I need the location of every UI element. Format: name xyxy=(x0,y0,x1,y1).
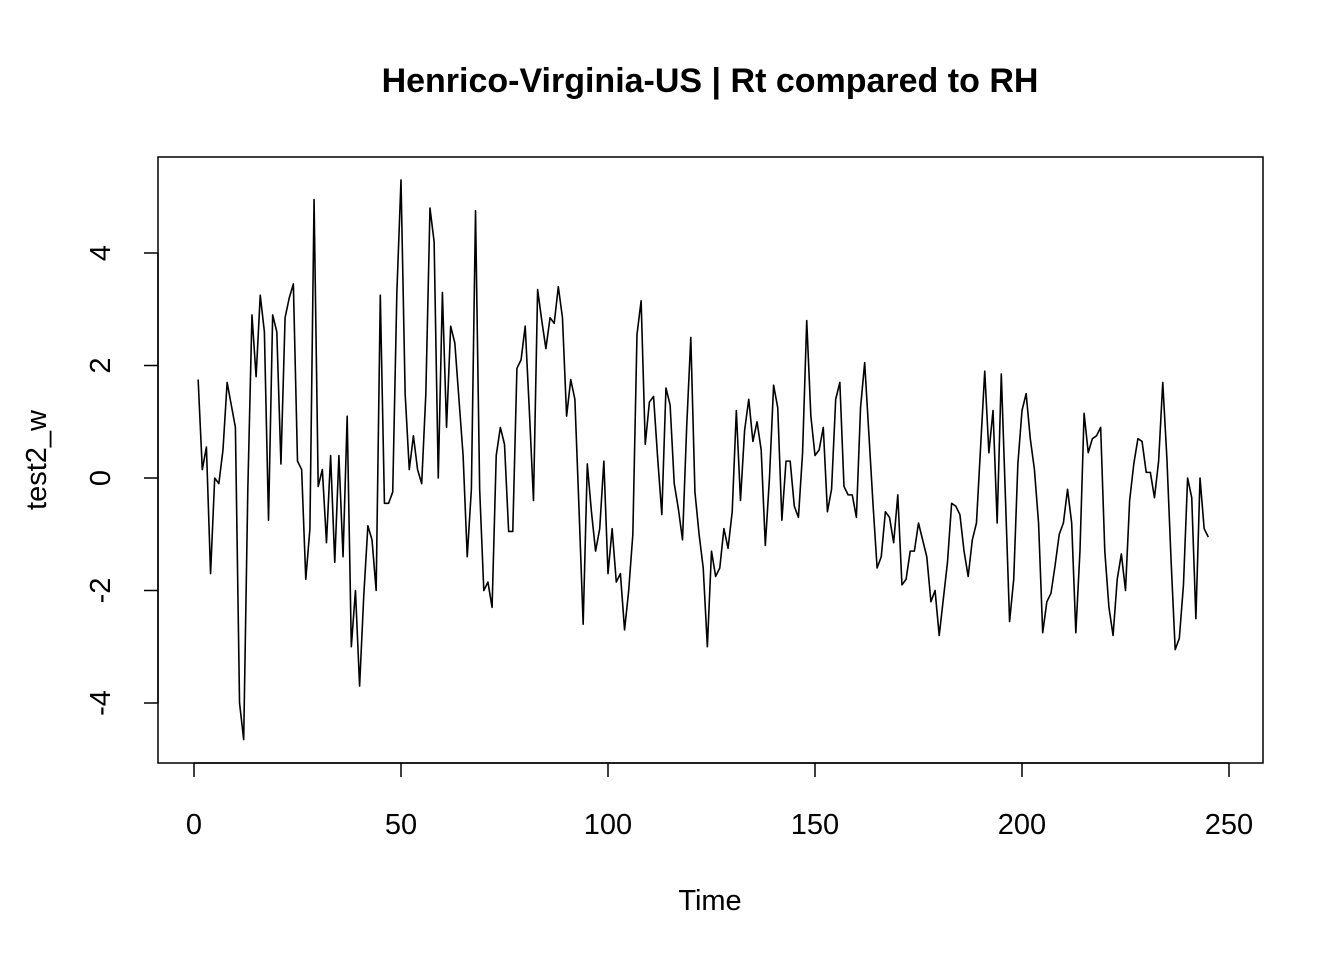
series-line-0 xyxy=(197,179,1210,741)
x-tick-label: 100 xyxy=(584,809,632,841)
y-axis-label: test2_w xyxy=(21,409,53,510)
x-tick-label: 50 xyxy=(385,809,417,841)
x-axis-label: Time xyxy=(678,885,741,917)
x-tick-label: 150 xyxy=(791,809,839,841)
chart-title: Henrico-Virginia-US | Rt compared to RH xyxy=(382,62,1039,100)
y-tick-label: 4 xyxy=(85,245,117,261)
y-tick-label: 2 xyxy=(85,357,117,373)
x-axis: 0 50 100 150 200 250 xyxy=(186,762,1253,841)
y-tick-label: -4 xyxy=(85,690,117,716)
x-tick-label: 250 xyxy=(1205,809,1253,841)
x-tick-label: 200 xyxy=(998,809,1046,841)
y-tick-label: 0 xyxy=(85,470,117,486)
x-tick-label: 0 xyxy=(186,809,202,841)
series-layer xyxy=(197,179,1210,741)
y-axis: -4 -2 0 2 4 xyxy=(85,245,159,716)
y-tick-label: -2 xyxy=(85,578,117,604)
plot-frame xyxy=(157,156,1264,764)
